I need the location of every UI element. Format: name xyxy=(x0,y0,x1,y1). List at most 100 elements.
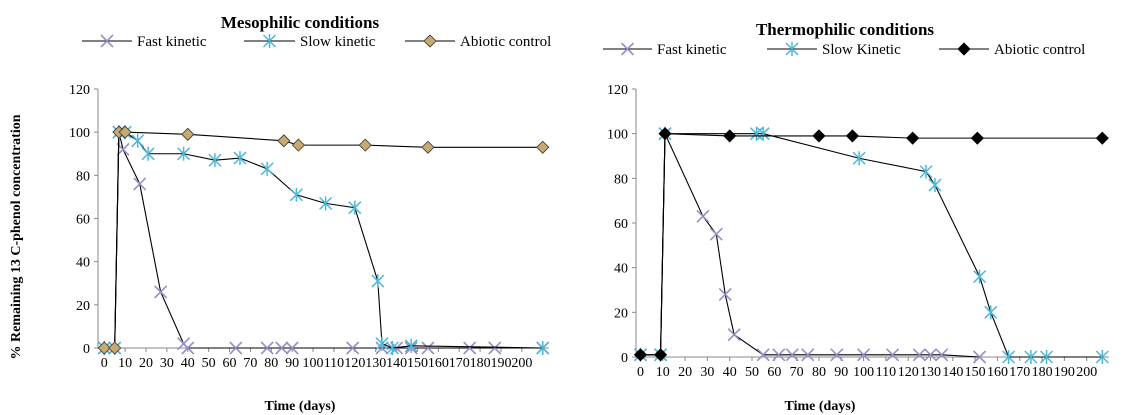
y-tick-label: 120 xyxy=(607,83,628,98)
data-point xyxy=(984,305,998,320)
series-slow-kinetic xyxy=(633,126,1109,364)
data-point xyxy=(756,126,770,141)
x-tick-label: 100 xyxy=(853,365,874,380)
data-point xyxy=(928,178,942,193)
y-tick-label: 80 xyxy=(76,169,90,184)
data-point xyxy=(421,140,435,154)
legend-marker xyxy=(100,34,114,48)
x-tick-label: 70 xyxy=(243,356,257,371)
data-point xyxy=(275,341,289,355)
x-tick-label: 90 xyxy=(834,365,848,380)
legend-marker xyxy=(262,34,277,48)
series-fast-kinetic xyxy=(633,127,987,364)
x-tick-label: 160 xyxy=(987,365,1008,380)
x-tick-label: 170 xyxy=(449,356,470,371)
data-point xyxy=(260,341,274,355)
x-tick-label: 120 xyxy=(344,356,365,371)
x-tick-label: 140 xyxy=(942,365,963,380)
mesophilic-plot-area xyxy=(97,125,550,355)
mesophilic-legend: Fast kinetic Slow kinetic Abiotic control xyxy=(82,34,551,50)
y-tick-label: 0 xyxy=(83,342,90,357)
legend-label: Abiotic control xyxy=(994,42,1085,58)
data-point xyxy=(371,274,385,289)
series-slow-kinetic xyxy=(97,125,550,355)
series-abiotic-control xyxy=(97,125,550,355)
x-tick-label: 40 xyxy=(723,365,737,380)
x-tick-label: 120 xyxy=(898,365,919,380)
legend-entry: Abiotic control xyxy=(939,42,1085,58)
y-tick-label: 80 xyxy=(614,172,628,187)
series-line xyxy=(104,132,543,349)
x-tick-label: 180 xyxy=(1032,365,1053,380)
x-tick-label: 90 xyxy=(285,356,299,371)
legend-label: Abiotic control xyxy=(460,34,551,50)
x-tick-label: 60 xyxy=(223,356,237,371)
data-point xyxy=(319,196,333,211)
x-tick-label: 60 xyxy=(767,365,781,380)
x-tick-label: 190 xyxy=(1054,365,1075,380)
data-point xyxy=(346,341,360,355)
data-point xyxy=(233,151,247,166)
x-tick-label: 0 xyxy=(637,365,644,380)
data-point xyxy=(1039,350,1054,364)
data-point xyxy=(385,341,399,355)
x-tick-label: 200 xyxy=(511,356,532,371)
x-tick-label: 50 xyxy=(202,356,216,371)
data-point xyxy=(289,187,303,202)
data-point xyxy=(181,127,195,141)
data-point xyxy=(718,287,732,302)
x-tick-label: 20 xyxy=(139,356,153,371)
series-line xyxy=(640,133,980,358)
data-point xyxy=(912,348,926,362)
data-point xyxy=(812,129,826,143)
data-point xyxy=(177,146,191,161)
x-tick-label: 140 xyxy=(386,356,407,371)
y-tick-label: 40 xyxy=(614,262,628,277)
y-tick-label: 40 xyxy=(76,256,90,271)
data-point xyxy=(536,140,550,154)
data-point xyxy=(133,177,147,191)
legend-entry: Fast kinetic xyxy=(603,42,727,58)
x-tick-label: 150 xyxy=(965,365,986,380)
data-point xyxy=(108,341,122,355)
legend-label: Fast kinetic xyxy=(137,34,207,50)
x-tick-label: 30 xyxy=(160,356,174,371)
data-point xyxy=(208,153,222,168)
x-tick-label: 30 xyxy=(700,365,714,380)
data-point xyxy=(772,348,786,362)
data-point xyxy=(536,341,550,355)
data-point xyxy=(658,127,672,141)
data-point xyxy=(181,341,195,355)
data-point xyxy=(973,269,987,284)
data-point xyxy=(919,164,933,179)
mesophilic-chart: Mesophilic conditions % Remaining 13 C-p… xyxy=(9,13,551,414)
data-point xyxy=(845,129,859,143)
series-abiotic-control xyxy=(633,127,1109,362)
data-point xyxy=(421,341,435,355)
mesophilic-ylabel: % Remaining 13 C-phenol concentration xyxy=(9,114,24,359)
thermophilic-chart: Thermophilic conditions Time (days) Fast… xyxy=(603,20,1109,414)
x-tick-label: 190 xyxy=(490,356,511,371)
legend-marker xyxy=(423,34,437,48)
data-point xyxy=(1024,350,1038,364)
data-point xyxy=(906,131,920,145)
x-tick-label: 40 xyxy=(181,356,195,371)
data-point xyxy=(260,161,274,176)
y-tick-label: 100 xyxy=(69,126,90,141)
x-tick-label: 110 xyxy=(324,356,344,371)
legend-marker xyxy=(957,42,971,56)
data-point xyxy=(830,348,844,362)
data-point xyxy=(749,126,764,141)
data-point xyxy=(756,348,770,362)
data-point xyxy=(935,348,949,362)
legend-label: Slow kinetic xyxy=(300,34,376,50)
data-point xyxy=(696,209,710,223)
x-tick-label: 110 xyxy=(876,365,896,380)
data-point xyxy=(709,227,723,241)
data-point xyxy=(886,348,900,362)
data-point xyxy=(118,125,132,139)
data-point xyxy=(488,341,502,355)
data-point xyxy=(970,131,984,145)
